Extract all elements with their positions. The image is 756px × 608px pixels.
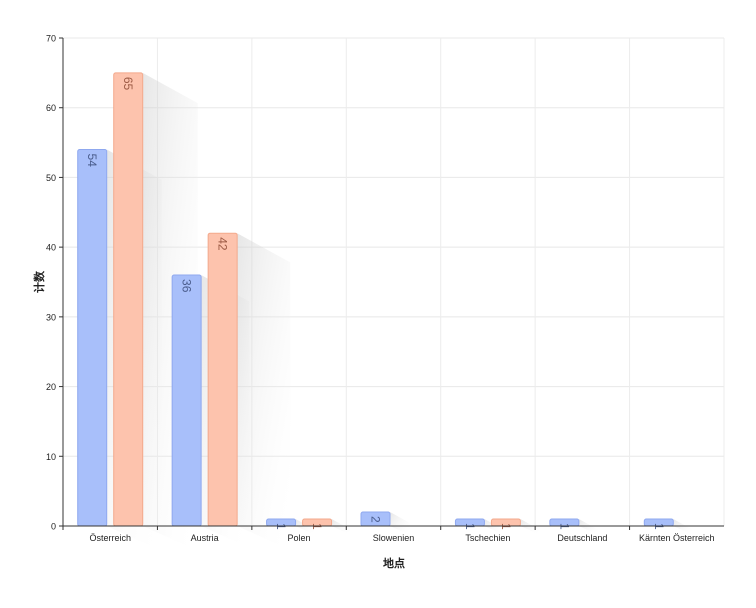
x-tick-label: Polen <box>288 533 311 543</box>
x-tick-label: Slowenien <box>373 533 415 543</box>
bar-shadow <box>390 512 410 535</box>
y-axis-title: 计数 <box>32 270 46 293</box>
bar-value-label: 1 <box>274 523 288 530</box>
bar-value-label: 65 <box>121 77 135 91</box>
x-tick-label: Kärnten Österreich <box>639 533 715 543</box>
bar-value-label: 36 <box>180 279 194 293</box>
data-labels: 54 65 36 42 1 1 2 1 1 1 1 <box>85 77 666 530</box>
bars <box>77 72 674 527</box>
bar-shadow <box>331 519 351 535</box>
y-tick-label: 30 <box>46 312 56 322</box>
y-tick-label: 40 <box>46 243 56 253</box>
bar <box>77 149 108 527</box>
bar <box>113 72 144 527</box>
bar-value-label: 2 <box>369 516 383 523</box>
bar-value-label: 1 <box>652 523 666 530</box>
bar-shadow <box>484 519 504 535</box>
bar <box>171 274 202 527</box>
y-tick-label: 70 <box>46 34 56 44</box>
bar-shadow <box>673 519 693 535</box>
y-tick-label: 50 <box>46 173 56 183</box>
axes: 0 10 20 30 40 50 60 70 Österreich Austria Polen Slo… <box>46 34 724 543</box>
bar-shadow <box>237 233 291 550</box>
x-tick-label: Deutschland <box>557 533 607 543</box>
y-tick-label: 60 <box>46 103 56 113</box>
bar-value-label: 1 <box>499 523 513 530</box>
bar-shadow <box>295 519 315 535</box>
x-tick-label: Österreich <box>89 533 131 543</box>
bar <box>207 232 238 527</box>
bar-value-label: 42 <box>216 237 230 251</box>
x-tick-label: Tschechien <box>465 533 510 543</box>
bar-value-label: 1 <box>310 523 324 530</box>
y-tick-label: 20 <box>46 382 56 392</box>
bar-shadow <box>578 519 598 535</box>
bar-value-label: 1 <box>463 523 477 530</box>
bar-value-label: 1 <box>557 523 571 530</box>
bar-shadow <box>520 519 540 535</box>
y-tick-label: 0 <box>51 522 56 532</box>
y-tick-label: 10 <box>46 452 56 462</box>
x-axis-title: 地点 <box>383 556 405 570</box>
bar-value-label: 54 <box>85 154 99 168</box>
x-tick-label: Austria <box>191 533 219 543</box>
